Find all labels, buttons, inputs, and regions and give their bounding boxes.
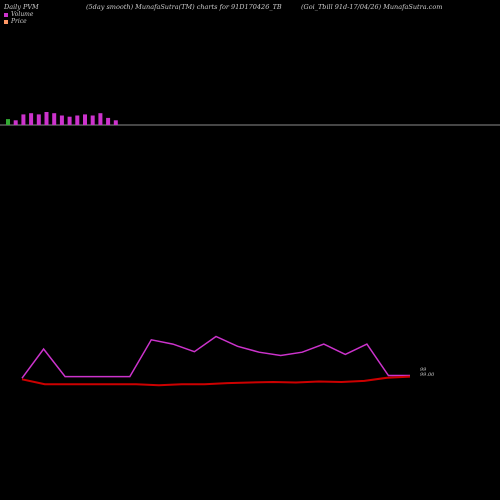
chart-title-middle: (5day smooth) MunafaSutra(TM) charts for… <box>86 3 282 11</box>
volume-bar <box>29 113 34 125</box>
legend-price-label: Price <box>11 18 27 25</box>
volume-bar <box>67 116 72 125</box>
volume-bar <box>13 120 18 125</box>
legend-price-swatch <box>4 19 8 24</box>
chart-title-right: (Goi_Tbill 91d-17/04/26) MunafaSutra.com <box>301 3 443 11</box>
volume-bars <box>6 112 118 125</box>
volume-bar <box>90 115 95 125</box>
volume-bar <box>106 117 111 125</box>
volume-bar <box>21 114 26 125</box>
volume-bar <box>6 119 10 125</box>
volume-bar <box>113 120 118 125</box>
volume-bar <box>59 115 64 125</box>
volume-bar <box>52 113 57 125</box>
volume-end-label: 99.00 <box>420 372 435 378</box>
volume-bar <box>83 114 87 125</box>
volume-bar <box>36 114 41 125</box>
volume-bar <box>44 112 49 125</box>
chart-title-left: Daily PVM <box>4 3 39 11</box>
volume-smooth-line <box>21 335 410 379</box>
volume-bar <box>98 113 103 125</box>
legend-volume-swatch <box>4 12 8 17</box>
legend-price: Price <box>4 18 27 25</box>
volume-bar <box>75 115 80 125</box>
legend-volume: Volume <box>4 11 33 18</box>
price-end-label: 99 <box>420 367 427 373</box>
price-line <box>21 375 411 387</box>
legend-volume-label: Volume <box>11 11 34 18</box>
